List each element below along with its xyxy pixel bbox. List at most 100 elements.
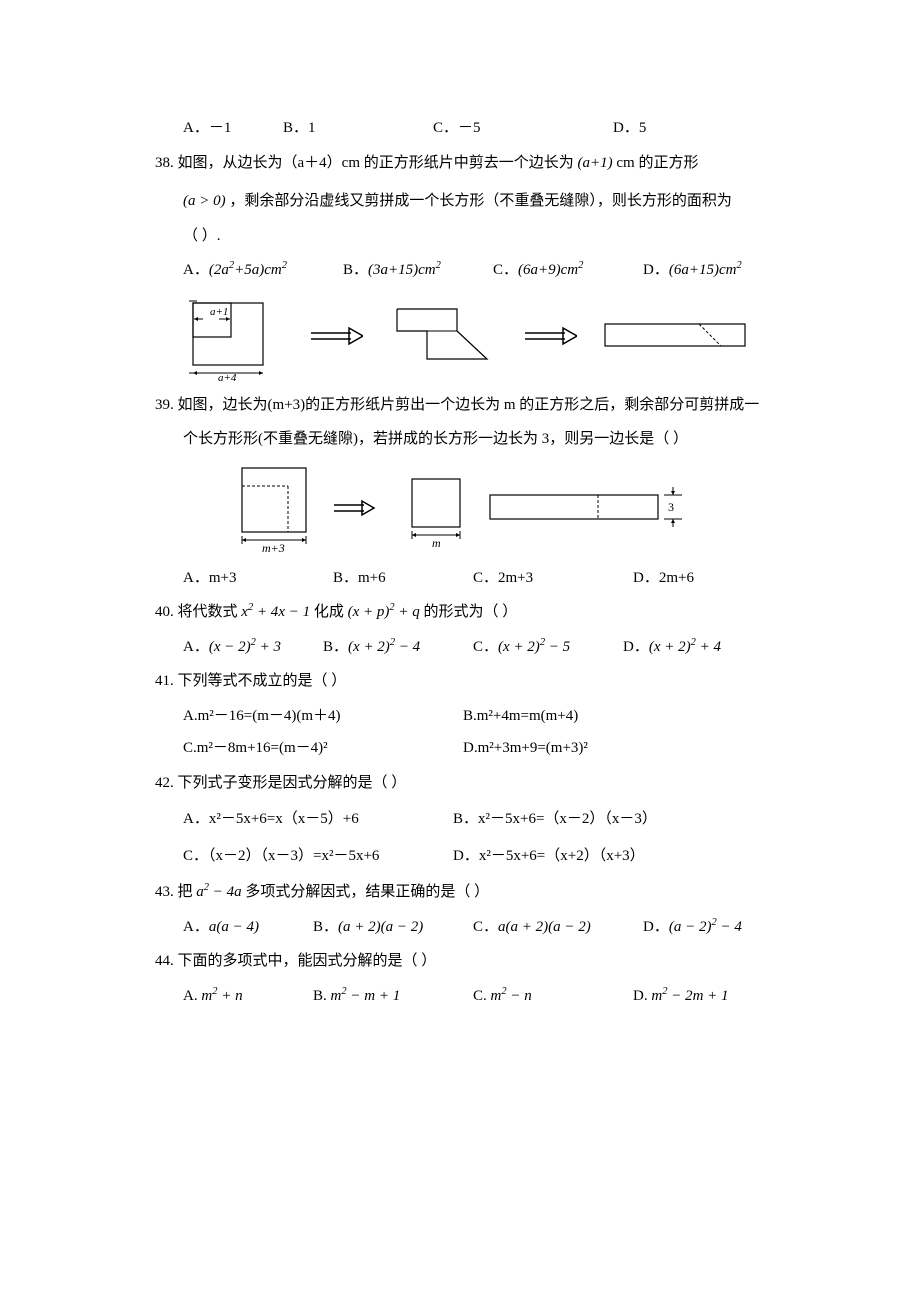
q39-stem-line1: 39. 如图，边长为(m+3)的正方形纸片剪出一个边长为 m 的正方形之后，剩余… — [155, 391, 765, 420]
opt-value: －5 — [458, 114, 481, 143]
q40-opt-d: D． (x + 2)2 + 4 — [623, 633, 721, 662]
math-expr: m2 − n — [487, 982, 532, 1011]
stem-text: ，剩余部分沿虚线又剪拼成一个长方形（不重叠无缝隙），则长方形的面积为 — [229, 193, 732, 209]
math-expr: (x + p)2 + q — [348, 604, 420, 620]
q41-options-row1: A.m²－16=(m－4)(m＋4) B.m²+4m=m(m+4) — [155, 702, 765, 731]
opt-label: A． — [183, 256, 209, 285]
opt-value: －1 — [209, 114, 232, 143]
q40-opt-c: C． (x + 2)2 − 5 — [473, 633, 623, 662]
q-number: 38. — [155, 155, 174, 171]
math-expr: (3a+15)cm2 — [368, 256, 441, 285]
q41-opt-a: A.m²－16=(m－4)(m＋4) — [183, 702, 463, 731]
q38-opt-d: D． (6a+15)cm2 — [643, 256, 742, 285]
opt-label: D. — [633, 982, 648, 1011]
opt-label: A． — [183, 913, 209, 942]
q43-opt-b: B． (a + 2)(a − 2) — [313, 913, 473, 942]
q-number: 39. — [155, 397, 174, 413]
q38-square-diagram: a+1 a+4 — [183, 291, 283, 381]
opt-label: D． — [623, 633, 649, 662]
q38-options: A． (2a2+5a)cm2 B． (3a+15)cm2 C． (6a+9)cm… — [155, 256, 765, 285]
label-outer: a+4 — [218, 372, 237, 381]
q38-stem-line3: （ ）. — [155, 222, 765, 251]
q44-stem: 44. 下面的多项式中，能因式分解的是（ ） — [155, 947, 765, 976]
stem-text: 下列式子变形是因式分解的是（ ） — [178, 775, 407, 791]
q42-stem: 42. 下列式子变形是因式分解的是（ ） — [155, 769, 765, 798]
stem-text: 如图，从边长为（a＋4）cm 的正方形纸片中剪去一个边长为 — [178, 155, 574, 171]
label-inner: a+1 — [210, 306, 228, 318]
opt-label: C． — [433, 114, 458, 143]
q39-rect: 3 — [486, 473, 686, 543]
q44-opt-c: C. m2 − n — [473, 982, 633, 1011]
q44-options: A. m2 + n B. m2 − m + 1 C. m2 − n D. m2 … — [155, 982, 765, 1011]
opt-label: B． — [343, 256, 368, 285]
q41-opt-c: C.m²－8m+16=(m－4)² — [183, 734, 463, 763]
q39-opt-b: B．m+6 — [333, 564, 473, 593]
opt-label: C． — [493, 256, 518, 285]
opt-label: C. — [473, 982, 487, 1011]
q43-stem: 43. 把 a2 − 4a 多项式分解因式，结果正确的是（ ） — [155, 878, 765, 907]
math-expr: (x − 2)2 + 3 — [209, 633, 281, 662]
q40-opt-a: A． (x − 2)2 + 3 — [183, 633, 323, 662]
math-expr: (x + 2)2 + 4 — [649, 633, 721, 662]
opt-label: A． — [183, 633, 209, 662]
opt-label: B． — [283, 114, 308, 143]
q39-options: A．m+3 B．m+6 C．2m+3 D．2m+6 — [155, 564, 765, 593]
opt-label: A． — [183, 114, 209, 143]
q43-opt-c: C． a(a + 2)(a − 2) — [473, 913, 643, 942]
math-expr: (a > 0) — [183, 193, 226, 209]
math-expr: m2 − m + 1 — [327, 982, 400, 1011]
q40-opt-b: B． (x + 2)2 − 4 — [323, 633, 473, 662]
q41-options-row2: C.m²－8m+16=(m－4)² D.m²+3m+9=(m+3)² — [155, 734, 765, 763]
opt-value: 1 — [308, 114, 316, 143]
q41-stem: 41. 下列等式不成立的是（ ） — [155, 667, 765, 696]
q38-diagram: a+1 a+4 — [183, 291, 765, 381]
q39-opt-c: C．2m+3 — [473, 564, 633, 593]
math-expr: (a − 2)2 − 4 — [669, 913, 742, 942]
stem-text: 化成 — [314, 604, 344, 620]
q41-opt-d: D.m²+3m+9=(m+3)² — [463, 734, 588, 763]
stem-text: 的形式为（ ） — [424, 604, 518, 620]
math-expr: x2 + 4x − 1 — [241, 604, 310, 620]
q43-opt-d: D． (a − 2)2 − 4 — [643, 913, 742, 942]
stem-text: 个长方形形(不重叠无缝隙)，若拼成的长方形一边长为 3，则另一边长是（ ） — [183, 431, 688, 447]
opt-value: 5 — [639, 114, 647, 143]
q43-options: A． a(a − 4) B． (a + 2)(a − 2) C． a(a + 2… — [155, 913, 765, 942]
q42-options-row1: A．x²－5x+6=x（x－5）+6 B．x²－5x+6=（x－2）（x－3） — [155, 805, 765, 834]
q42-opt-b: B．x²－5x+6=（x－2）（x－3） — [453, 805, 657, 834]
q39-stem-line2: 个长方形形(不重叠无缝隙)，若拼成的长方形一边长为 3，则另一边长是（ ） — [155, 425, 765, 454]
math-expr: a(a + 2)(a − 2) — [498, 913, 591, 942]
q42-opt-d: D．x²－5x+6=（x+2）（x+3） — [453, 842, 645, 871]
math-expr: m2 − 2m + 1 — [648, 982, 729, 1011]
math-expr: (2a2+5a)cm2 — [209, 256, 287, 285]
stem-text: 如图，边长为(m+3)的正方形纸片剪出一个边长为 m 的正方形之后，剩余部分可剪… — [178, 397, 760, 413]
opt-label: D． — [613, 114, 639, 143]
math-expr: m2 + n — [198, 982, 243, 1011]
math-expr: (6a+15)cm2 — [669, 256, 742, 285]
math-expr: a2 − 4a — [196, 884, 241, 900]
math-expr: (a+1) — [578, 155, 613, 171]
q38-opt-b: B． (3a+15)cm2 — [343, 256, 493, 285]
q39-opt-d: D．2m+6 — [633, 564, 694, 593]
q37-opt-c: C． －5 — [433, 114, 613, 143]
q43-opt-a: A． a(a − 4) — [183, 913, 313, 942]
q-number: 42. — [155, 775, 174, 791]
q42-opt-a: A．x²－5x+6=x（x－5）+6 — [183, 805, 453, 834]
q37-opt-d: D． 5 — [613, 114, 646, 143]
stem-text: 把 — [178, 884, 193, 900]
q39-opt-a: A．m+3 — [183, 564, 333, 593]
opt-label: D． — [643, 913, 669, 942]
math-expr: (x + 2)2 − 5 — [498, 633, 570, 662]
label-small: m — [432, 536, 441, 550]
q37-options: A． －1 B． 1 C． －5 D． 5 — [155, 114, 765, 143]
math-expr: (6a+9)cm2 — [518, 256, 583, 285]
q44-opt-a: A. m2 + n — [183, 982, 313, 1011]
opt-label: B． — [323, 633, 348, 662]
stem-text: 多项式分解因式，结果正确的是（ ） — [245, 884, 489, 900]
q37-opt-b: B． 1 — [283, 114, 433, 143]
q38-L-shape — [387, 301, 497, 371]
q39-small-square: m — [404, 465, 470, 551]
opt-label: B． — [313, 913, 338, 942]
opt-label: C． — [473, 633, 498, 662]
opt-label: A. — [183, 982, 198, 1011]
q38-rect — [601, 316, 751, 356]
